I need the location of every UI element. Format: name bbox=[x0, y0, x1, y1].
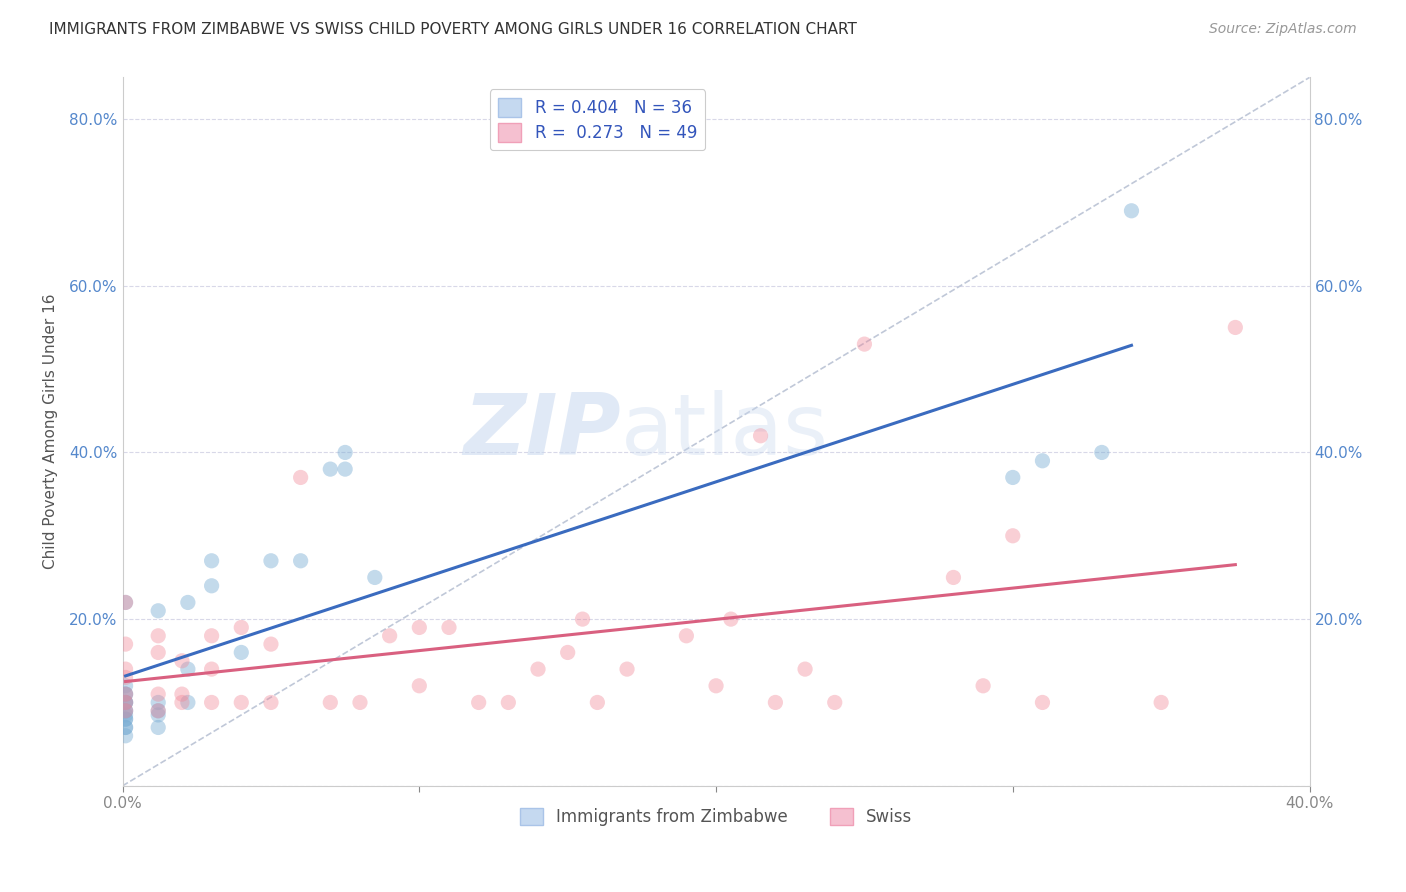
Point bbox=[177, 595, 200, 609]
Point bbox=[333, 462, 356, 476]
Point bbox=[1121, 203, 1143, 218]
Point bbox=[349, 696, 371, 710]
Point bbox=[290, 554, 312, 568]
Point bbox=[333, 445, 356, 459]
Point bbox=[763, 696, 786, 710]
Point bbox=[201, 554, 224, 568]
Point bbox=[170, 696, 193, 710]
Point bbox=[114, 704, 136, 718]
Point bbox=[749, 429, 772, 443]
Point bbox=[148, 629, 170, 643]
Point bbox=[114, 696, 136, 710]
Point bbox=[148, 604, 170, 618]
Point bbox=[408, 679, 430, 693]
Point bbox=[260, 696, 283, 710]
Point bbox=[201, 629, 224, 643]
Point bbox=[114, 696, 136, 710]
Point bbox=[437, 620, 460, 634]
Point bbox=[586, 696, 609, 710]
Point bbox=[148, 704, 170, 718]
Point bbox=[114, 595, 136, 609]
Point bbox=[704, 679, 727, 693]
Legend: Immigrants from Zimbabwe, Swiss: Immigrants from Zimbabwe, Swiss bbox=[512, 799, 921, 834]
Point bbox=[170, 687, 193, 701]
Point bbox=[148, 704, 170, 718]
Point bbox=[290, 470, 312, 484]
Point bbox=[114, 595, 136, 609]
Point bbox=[114, 721, 136, 735]
Point bbox=[148, 721, 170, 735]
Point bbox=[720, 612, 742, 626]
Point bbox=[378, 629, 401, 643]
Point bbox=[1225, 320, 1247, 334]
Point bbox=[114, 662, 136, 676]
Point bbox=[319, 462, 342, 476]
Point bbox=[972, 679, 994, 693]
Point bbox=[148, 645, 170, 659]
Point bbox=[201, 696, 224, 710]
Text: ZIP: ZIP bbox=[464, 390, 621, 473]
Point bbox=[260, 554, 283, 568]
Point bbox=[1031, 454, 1053, 468]
Point bbox=[616, 662, 638, 676]
Point bbox=[467, 696, 489, 710]
Point bbox=[114, 687, 136, 701]
Point bbox=[853, 337, 876, 351]
Point bbox=[260, 637, 283, 651]
Point bbox=[177, 696, 200, 710]
Point bbox=[942, 570, 965, 584]
Text: Source: ZipAtlas.com: Source: ZipAtlas.com bbox=[1209, 22, 1357, 37]
Point bbox=[114, 721, 136, 735]
Point bbox=[231, 620, 253, 634]
Text: atlas: atlas bbox=[621, 390, 830, 473]
Point bbox=[114, 729, 136, 743]
Point bbox=[557, 645, 579, 659]
Point bbox=[148, 687, 170, 701]
Point bbox=[177, 662, 200, 676]
Point bbox=[114, 712, 136, 726]
Point bbox=[498, 696, 520, 710]
Point bbox=[114, 687, 136, 701]
Y-axis label: Child Poverty Among Girls Under 16: Child Poverty Among Girls Under 16 bbox=[44, 293, 58, 569]
Point bbox=[408, 620, 430, 634]
Point bbox=[824, 696, 846, 710]
Point bbox=[114, 637, 136, 651]
Point bbox=[114, 712, 136, 726]
Point bbox=[231, 645, 253, 659]
Point bbox=[114, 679, 136, 693]
Point bbox=[170, 654, 193, 668]
Point bbox=[114, 696, 136, 710]
Point bbox=[1001, 470, 1024, 484]
Point bbox=[201, 579, 224, 593]
Point bbox=[1001, 529, 1024, 543]
Point bbox=[148, 708, 170, 723]
Point bbox=[1091, 445, 1114, 459]
Point bbox=[675, 629, 697, 643]
Point bbox=[148, 696, 170, 710]
Point bbox=[114, 696, 136, 710]
Point bbox=[364, 570, 387, 584]
Point bbox=[794, 662, 817, 676]
Text: IMMIGRANTS FROM ZIMBABWE VS SWISS CHILD POVERTY AMONG GIRLS UNDER 16 CORRELATION: IMMIGRANTS FROM ZIMBABWE VS SWISS CHILD … bbox=[49, 22, 858, 37]
Point bbox=[114, 704, 136, 718]
Point bbox=[527, 662, 550, 676]
Point bbox=[201, 662, 224, 676]
Point bbox=[1031, 696, 1053, 710]
Point bbox=[114, 687, 136, 701]
Point bbox=[571, 612, 593, 626]
Point bbox=[114, 704, 136, 718]
Point bbox=[231, 696, 253, 710]
Point bbox=[1150, 696, 1173, 710]
Point bbox=[114, 708, 136, 723]
Point bbox=[114, 670, 136, 684]
Point bbox=[319, 696, 342, 710]
